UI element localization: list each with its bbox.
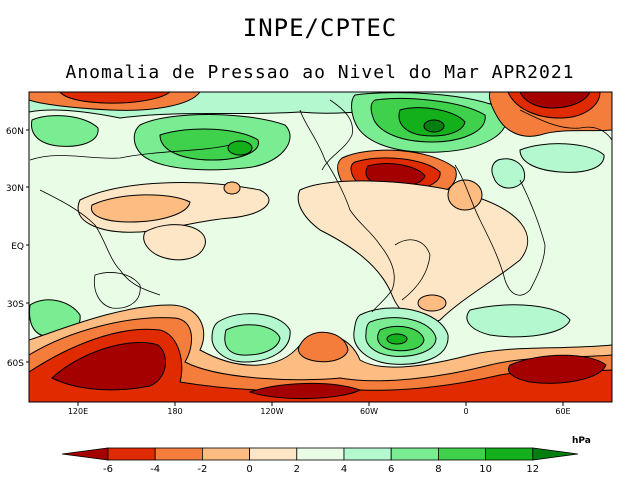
coastlines <box>29 99 612 313</box>
lon-label-120w: 120W <box>260 407 283 416</box>
colorbar-swatch <box>437 447 486 461</box>
indian-ocean-high <box>466 304 571 338</box>
north-pacific-low-core <box>59 92 171 104</box>
north-america-east <box>321 99 353 171</box>
colorbar-tick-label: 2 <box>294 464 300 475</box>
asia-australia <box>39 189 161 296</box>
colorbar-swatch <box>107 447 156 461</box>
colorbar-tick-label: -4 <box>150 464 160 475</box>
colorbar-unit: hPa <box>572 436 591 446</box>
colorbar-arrow-min <box>61 447 109 461</box>
longitude-axis: 120E 180 120W 60W 0 60E <box>68 402 571 416</box>
colorbar-tick-label: 12 <box>526 464 539 475</box>
southern-low-core-2 <box>248 382 362 400</box>
small-negative <box>223 181 241 195</box>
colorbar-tick-label: -2 <box>197 464 207 475</box>
west-green-high <box>31 115 99 147</box>
south-atlantic-neg <box>417 294 447 312</box>
map-title: Anomalia de Pressao ao Nivel do Mar APR2… <box>65 62 575 83</box>
arctic-low-core <box>519 92 591 109</box>
colorbar-swatch <box>201 447 250 461</box>
europe-green <box>491 158 526 189</box>
south-pacific-low <box>297 331 349 363</box>
asia-north <box>29 144 231 161</box>
africa-west <box>454 164 531 296</box>
siberia-green <box>519 143 605 173</box>
lat-label-eq: EQ <box>11 242 24 252</box>
anomaly-field <box>29 92 612 402</box>
lat-label-30n: 30N <box>6 184 24 194</box>
colorbar-swatch <box>249 447 298 461</box>
lat-label-60s: 60S <box>7 359 24 369</box>
australia <box>93 272 141 309</box>
organization-title: INPE/CPTEC <box>242 14 398 42</box>
lon-label-180: 180 <box>167 407 182 416</box>
south-pacific-high-6 <box>224 324 281 356</box>
eurasia-north <box>519 109 612 141</box>
latitude-axis: 60N 30N EQ 30S 60S <box>6 127 29 369</box>
colorbar-arrow-max <box>532 447 579 461</box>
map-frame <box>28 91 613 403</box>
south-america-east <box>394 239 431 301</box>
north-atlantic-high-core <box>423 119 445 133</box>
lon-label-60w: 60W <box>360 407 378 416</box>
southern-low-core-1 <box>51 341 166 391</box>
colorbar-tick-label: 8 <box>435 464 441 475</box>
colorbar-tick-label: 10 <box>479 464 492 475</box>
colorbar: hPa -6 -4 -2 0 2 4 6 8 10 12 <box>61 436 591 475</box>
central-pacific-neg <box>143 224 206 261</box>
north-pacific-high-core <box>227 140 253 156</box>
pacific-negative-2 <box>90 194 191 223</box>
colorbar-tick-label: 6 <box>388 464 394 475</box>
lon-label-0: 0 <box>463 407 468 416</box>
eastern-atlantic-neg <box>447 179 483 211</box>
colorbar-tick-label: 4 <box>341 464 347 475</box>
atlantic-light-negative <box>297 180 529 324</box>
lon-label-120e: 120E <box>68 407 88 416</box>
colorbar-swatch <box>390 447 439 461</box>
south-atlantic-high-core <box>386 333 408 345</box>
colorbar-swatch <box>343 447 392 461</box>
lon-label-60e: 60E <box>555 407 570 416</box>
lat-label-30s: 30S <box>7 300 24 310</box>
lat-label-60n: 60N <box>6 127 24 137</box>
colorbar-tick-label: 0 <box>246 464 252 475</box>
colorbar-swatch <box>485 447 534 461</box>
colorbar-swatch <box>154 447 203 461</box>
colorbar-swatch <box>296 447 345 461</box>
americas-coast <box>299 109 395 313</box>
africa-east <box>519 179 546 291</box>
southern-low-core-3 <box>507 354 607 384</box>
colorbar-tick-label: -6 <box>103 464 113 475</box>
